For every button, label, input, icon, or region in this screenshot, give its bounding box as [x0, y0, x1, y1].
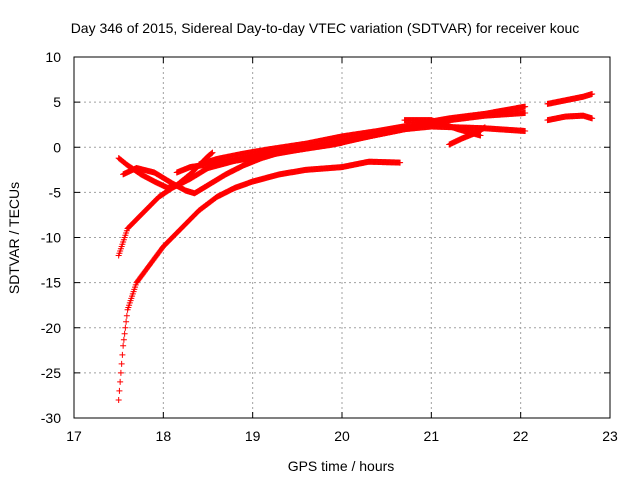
- data-point: [117, 369, 124, 376]
- data-point: [207, 150, 214, 157]
- grid: [74, 57, 610, 418]
- data-point: [123, 318, 130, 325]
- data-point: [117, 378, 124, 385]
- series-track-6: [196, 103, 529, 168]
- y-tick-label: -20: [41, 320, 61, 336]
- x-axis-label: GPS time / hours: [288, 458, 395, 474]
- y-tick-label: -25: [41, 365, 61, 381]
- data-point: [119, 351, 126, 358]
- chart-title: Day 346 of 2015, Sidereal Day-to-day VTE…: [71, 20, 580, 36]
- data-point: [589, 91, 596, 98]
- data-point: [522, 103, 529, 110]
- data-point: [116, 387, 123, 394]
- x-tick-label: 19: [245, 428, 261, 444]
- y-tick-label: 0: [53, 139, 61, 155]
- y-tick-label: -15: [41, 275, 61, 291]
- data-point: [120, 336, 127, 343]
- y-tick-label: -30: [41, 410, 61, 426]
- data-points: [115, 91, 596, 403]
- y-tick-label: -5: [49, 184, 62, 200]
- data-point: [481, 124, 488, 131]
- x-tick-label: 22: [513, 428, 529, 444]
- x-tick-label: 20: [334, 428, 350, 444]
- data-point: [397, 159, 404, 166]
- data-point: [122, 324, 129, 331]
- y-tick-label: 10: [45, 49, 61, 65]
- x-tick-label: 18: [156, 428, 172, 444]
- ticks: 17 18 19 20 21 22 23 -30 -25 -20 -15 -10 -5 0 5 10: [41, 49, 618, 444]
- data-point: [208, 150, 215, 157]
- data-point: [522, 109, 529, 116]
- data-point: [123, 312, 130, 319]
- x-tick-label: 23: [602, 428, 618, 444]
- series-track-10: [544, 112, 596, 124]
- data-point: [115, 396, 122, 403]
- x-tick-label: 21: [424, 428, 440, 444]
- data-point: [589, 115, 596, 122]
- series-track-9: [544, 91, 596, 107]
- y-axis-label: SDTVAR / TECUs: [6, 182, 22, 294]
- data-point: [522, 128, 529, 135]
- data-point: [209, 149, 216, 156]
- x-tick-label: 17: [66, 428, 82, 444]
- data-point: [120, 342, 127, 349]
- series-track-1: [115, 158, 404, 403]
- data-point: [121, 330, 128, 337]
- series-track-8: [446, 124, 488, 148]
- data-point: [118, 360, 125, 367]
- y-tick-label: -10: [41, 230, 61, 246]
- data-point: [477, 132, 484, 139]
- y-tick-label: 5: [53, 94, 61, 110]
